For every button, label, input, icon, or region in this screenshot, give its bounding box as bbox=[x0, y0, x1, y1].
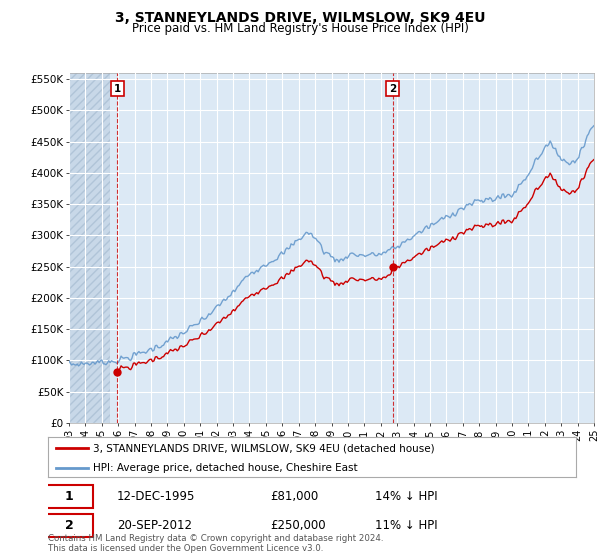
Text: 3, STANNEYLANDS DRIVE, WILMSLOW, SK9 4EU (detached house): 3, STANNEYLANDS DRIVE, WILMSLOW, SK9 4EU… bbox=[93, 443, 434, 453]
Text: 11% ↓ HPI: 11% ↓ HPI bbox=[376, 519, 438, 533]
Text: Price paid vs. HM Land Registry's House Price Index (HPI): Price paid vs. HM Land Registry's House … bbox=[131, 22, 469, 35]
Text: 3, STANNEYLANDS DRIVE, WILMSLOW, SK9 4EU: 3, STANNEYLANDS DRIVE, WILMSLOW, SK9 4EU bbox=[115, 11, 485, 25]
FancyBboxPatch shape bbox=[46, 514, 93, 538]
Bar bbox=[69, 73, 110, 423]
Text: 2: 2 bbox=[389, 83, 396, 94]
Text: £81,000: £81,000 bbox=[270, 489, 318, 503]
Text: Contains HM Land Registry data © Crown copyright and database right 2024.
This d: Contains HM Land Registry data © Crown c… bbox=[48, 534, 383, 553]
Text: 20-SEP-2012: 20-SEP-2012 bbox=[116, 519, 191, 533]
Text: 1: 1 bbox=[65, 489, 73, 503]
Text: HPI: Average price, detached house, Cheshire East: HPI: Average price, detached house, Ches… bbox=[93, 463, 358, 473]
Text: 2: 2 bbox=[65, 519, 73, 533]
Text: 12-DEC-1995: 12-DEC-1995 bbox=[116, 489, 195, 503]
Text: 1: 1 bbox=[114, 83, 121, 94]
Text: 14% ↓ HPI: 14% ↓ HPI bbox=[376, 489, 438, 503]
Text: £250,000: £250,000 bbox=[270, 519, 325, 533]
FancyBboxPatch shape bbox=[46, 484, 93, 508]
